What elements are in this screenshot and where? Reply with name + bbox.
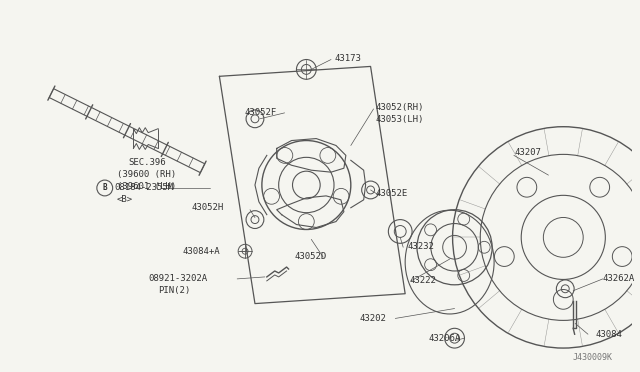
Text: 43084: 43084: [596, 330, 623, 339]
Text: 43052(RH): 43052(RH): [376, 103, 424, 112]
Text: 43207: 43207: [515, 148, 541, 157]
Text: (39600 (RH): (39600 (RH): [116, 170, 176, 179]
Text: SEC.396: SEC.396: [129, 158, 166, 167]
Text: 43052E: 43052E: [376, 189, 408, 198]
Text: PIN(2): PIN(2): [158, 286, 190, 295]
Text: 43052H: 43052H: [192, 203, 224, 212]
Text: <B>: <B>: [116, 195, 132, 204]
Text: 43206A: 43206A: [429, 334, 461, 343]
Text: 43052D: 43052D: [294, 252, 327, 261]
Text: 43052F: 43052F: [244, 108, 276, 118]
Text: 43084+A: 43084+A: [183, 247, 220, 256]
Text: 08184-2355M: 08184-2355M: [115, 183, 173, 192]
Text: 43232: 43232: [407, 242, 434, 251]
Text: 43053(LH): 43053(LH): [376, 115, 424, 124]
Text: B: B: [102, 183, 107, 192]
Text: 43173: 43173: [334, 54, 361, 63]
Text: (39601 (LH): (39601 (LH): [116, 182, 176, 190]
Text: 08921-3202A: 08921-3202A: [148, 275, 207, 283]
Text: 43202: 43202: [360, 314, 387, 323]
Text: 43222: 43222: [409, 276, 436, 285]
Text: J430009K: J430009K: [573, 353, 612, 362]
Text: 43262A: 43262A: [603, 275, 635, 283]
